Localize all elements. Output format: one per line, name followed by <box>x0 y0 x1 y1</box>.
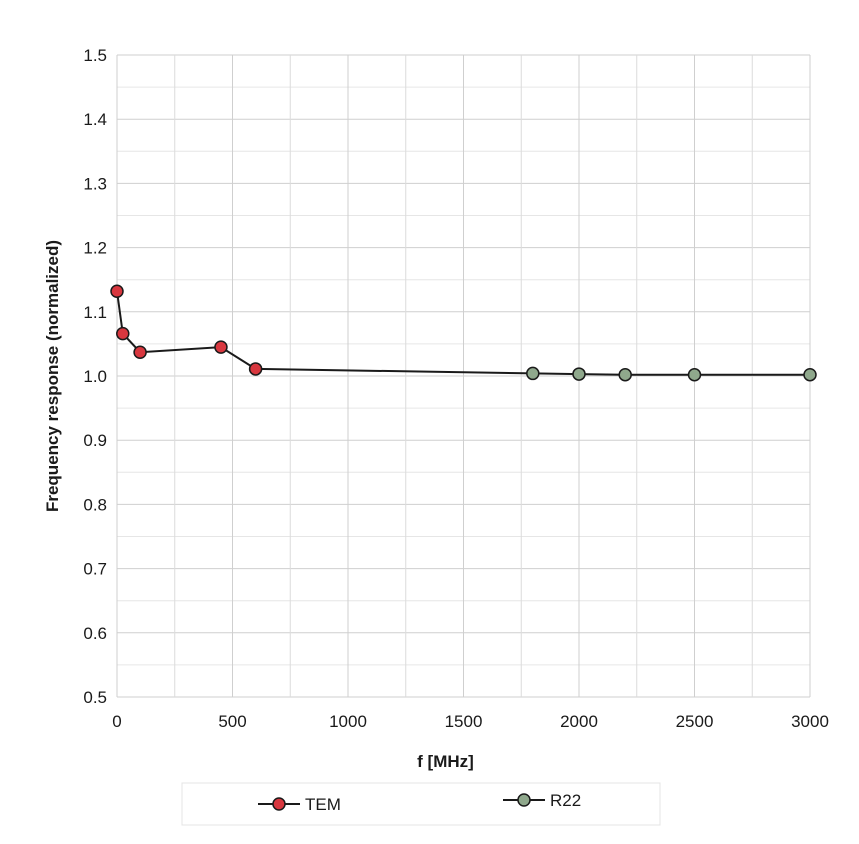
data-point-r22 <box>572 367 586 381</box>
data-point-tem <box>248 362 263 376</box>
y-tick-label: 0.8 <box>83 495 107 514</box>
x-tick-label: 1500 <box>445 712 483 731</box>
x-tick-label: 3000 <box>791 712 829 731</box>
x-axis-title: f [MHz] <box>417 752 474 771</box>
legend: TEM R22 <box>181 782 661 826</box>
y-tick-label: 1.3 <box>83 174 107 193</box>
y-tick-label: 1.0 <box>83 367 107 386</box>
x-axis-ticks: 0 500 1000 1500 2000 2500 3000 <box>112 712 829 731</box>
y-tick-label: 0.6 <box>83 624 107 643</box>
x-tick-label: 1000 <box>329 712 367 731</box>
legend-label-tem: TEM <box>305 795 341 814</box>
data-point-r22 <box>803 367 817 382</box>
series-layer <box>110 284 817 382</box>
y-tick-label: 0.9 <box>83 431 107 450</box>
data-point-r22 <box>687 367 702 382</box>
data-point-r22 <box>618 367 632 382</box>
y-tick-label: 1.5 <box>83 46 107 65</box>
y-axis-title: Frequency response (normalized) <box>43 240 62 512</box>
y-tick-label: 0.7 <box>83 560 107 579</box>
y-tick-label: 1.1 <box>83 303 107 322</box>
y-tick-label: 1.2 <box>83 239 107 258</box>
legend-marker-tem <box>272 797 286 811</box>
legend-label-r22: R22 <box>550 791 581 810</box>
legend-marker-r22 <box>517 793 531 807</box>
y-axis-ticks: 0.5 0.6 0.7 0.8 0.9 1.0 1.1 1.2 1.3 1.4 1.5 <box>83 46 107 707</box>
series-line-r22 <box>255 367 810 376</box>
y-tick-label: 1.4 <box>83 110 107 129</box>
grid-lines <box>116 54 811 698</box>
data-point-tem <box>116 326 130 341</box>
data-point-r22 <box>526 366 540 381</box>
data-point-tem <box>214 340 228 354</box>
legend-box <box>181 782 661 826</box>
y-tick-label: 0.5 <box>83 688 107 707</box>
legend-entry-tem: TEM <box>258 795 341 814</box>
x-tick-label: 0 <box>112 712 121 731</box>
legend-entry-r22: R22 <box>503 791 581 810</box>
x-tick-label: 500 <box>218 712 246 731</box>
x-tick-label: 2000 <box>560 712 598 731</box>
data-point-tem <box>133 345 147 359</box>
x-tick-label: 2500 <box>676 712 714 731</box>
data-point-tem <box>110 284 124 299</box>
